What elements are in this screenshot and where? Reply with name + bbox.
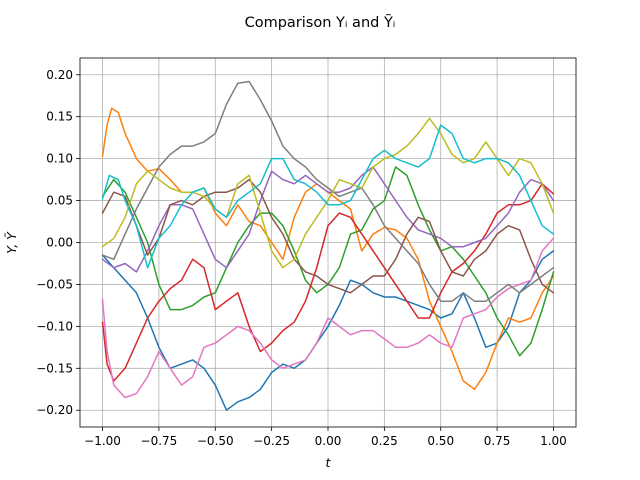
x-tick-label-7: 0.75 — [484, 434, 511, 448]
y-tick-label-4: 0.00 — [46, 236, 73, 250]
y-axis-label: Y, Ỹ — [4, 231, 19, 254]
y-tick-label-1: −0.15 — [36, 361, 73, 375]
x-tick-label-1: −0.75 — [141, 434, 178, 448]
x-tick-label-2: −0.50 — [197, 434, 234, 448]
x-tick-label-3: −0.25 — [253, 434, 290, 448]
y-tick-label-2: −0.10 — [36, 319, 73, 333]
x-tick-label-4: 0.00 — [315, 434, 342, 448]
x-axis-label: t — [326, 455, 332, 470]
series-line-9 — [101, 124, 555, 269]
y-tick-label-0: −0.20 — [36, 403, 73, 417]
x-tick-label-8: 1.00 — [540, 434, 567, 448]
y-tick-label-6: 0.10 — [46, 152, 73, 166]
series-line-6 — [101, 237, 555, 399]
series-line-3 — [101, 183, 555, 382]
series-line-0 — [101, 250, 555, 411]
series-line-7 — [101, 80, 555, 302]
series-group — [101, 80, 555, 411]
chart-title: Comparison Yᵢ and Ỹᵢ — [245, 14, 396, 31]
series-line-8 — [101, 117, 555, 269]
y-tick-label-5: 0.05 — [46, 194, 73, 208]
y-tick-label-8: 0.20 — [46, 68, 73, 82]
x-tick-label-0: −1.00 — [84, 434, 121, 448]
series-line-5 — [101, 178, 555, 294]
series-line-4 — [101, 166, 555, 273]
x-tick-label-6: 0.50 — [427, 434, 454, 448]
y-tick-label-3: −0.05 — [36, 277, 73, 291]
axis-ticks: −1.00 −0.75 −0.50 −0.25 0.00 0.25 0.50 0.75 1.00… — [36, 68, 567, 448]
x-tick-label-5: 0.25 — [371, 434, 398, 448]
y-tick-label-7: 0.15 — [46, 110, 73, 124]
